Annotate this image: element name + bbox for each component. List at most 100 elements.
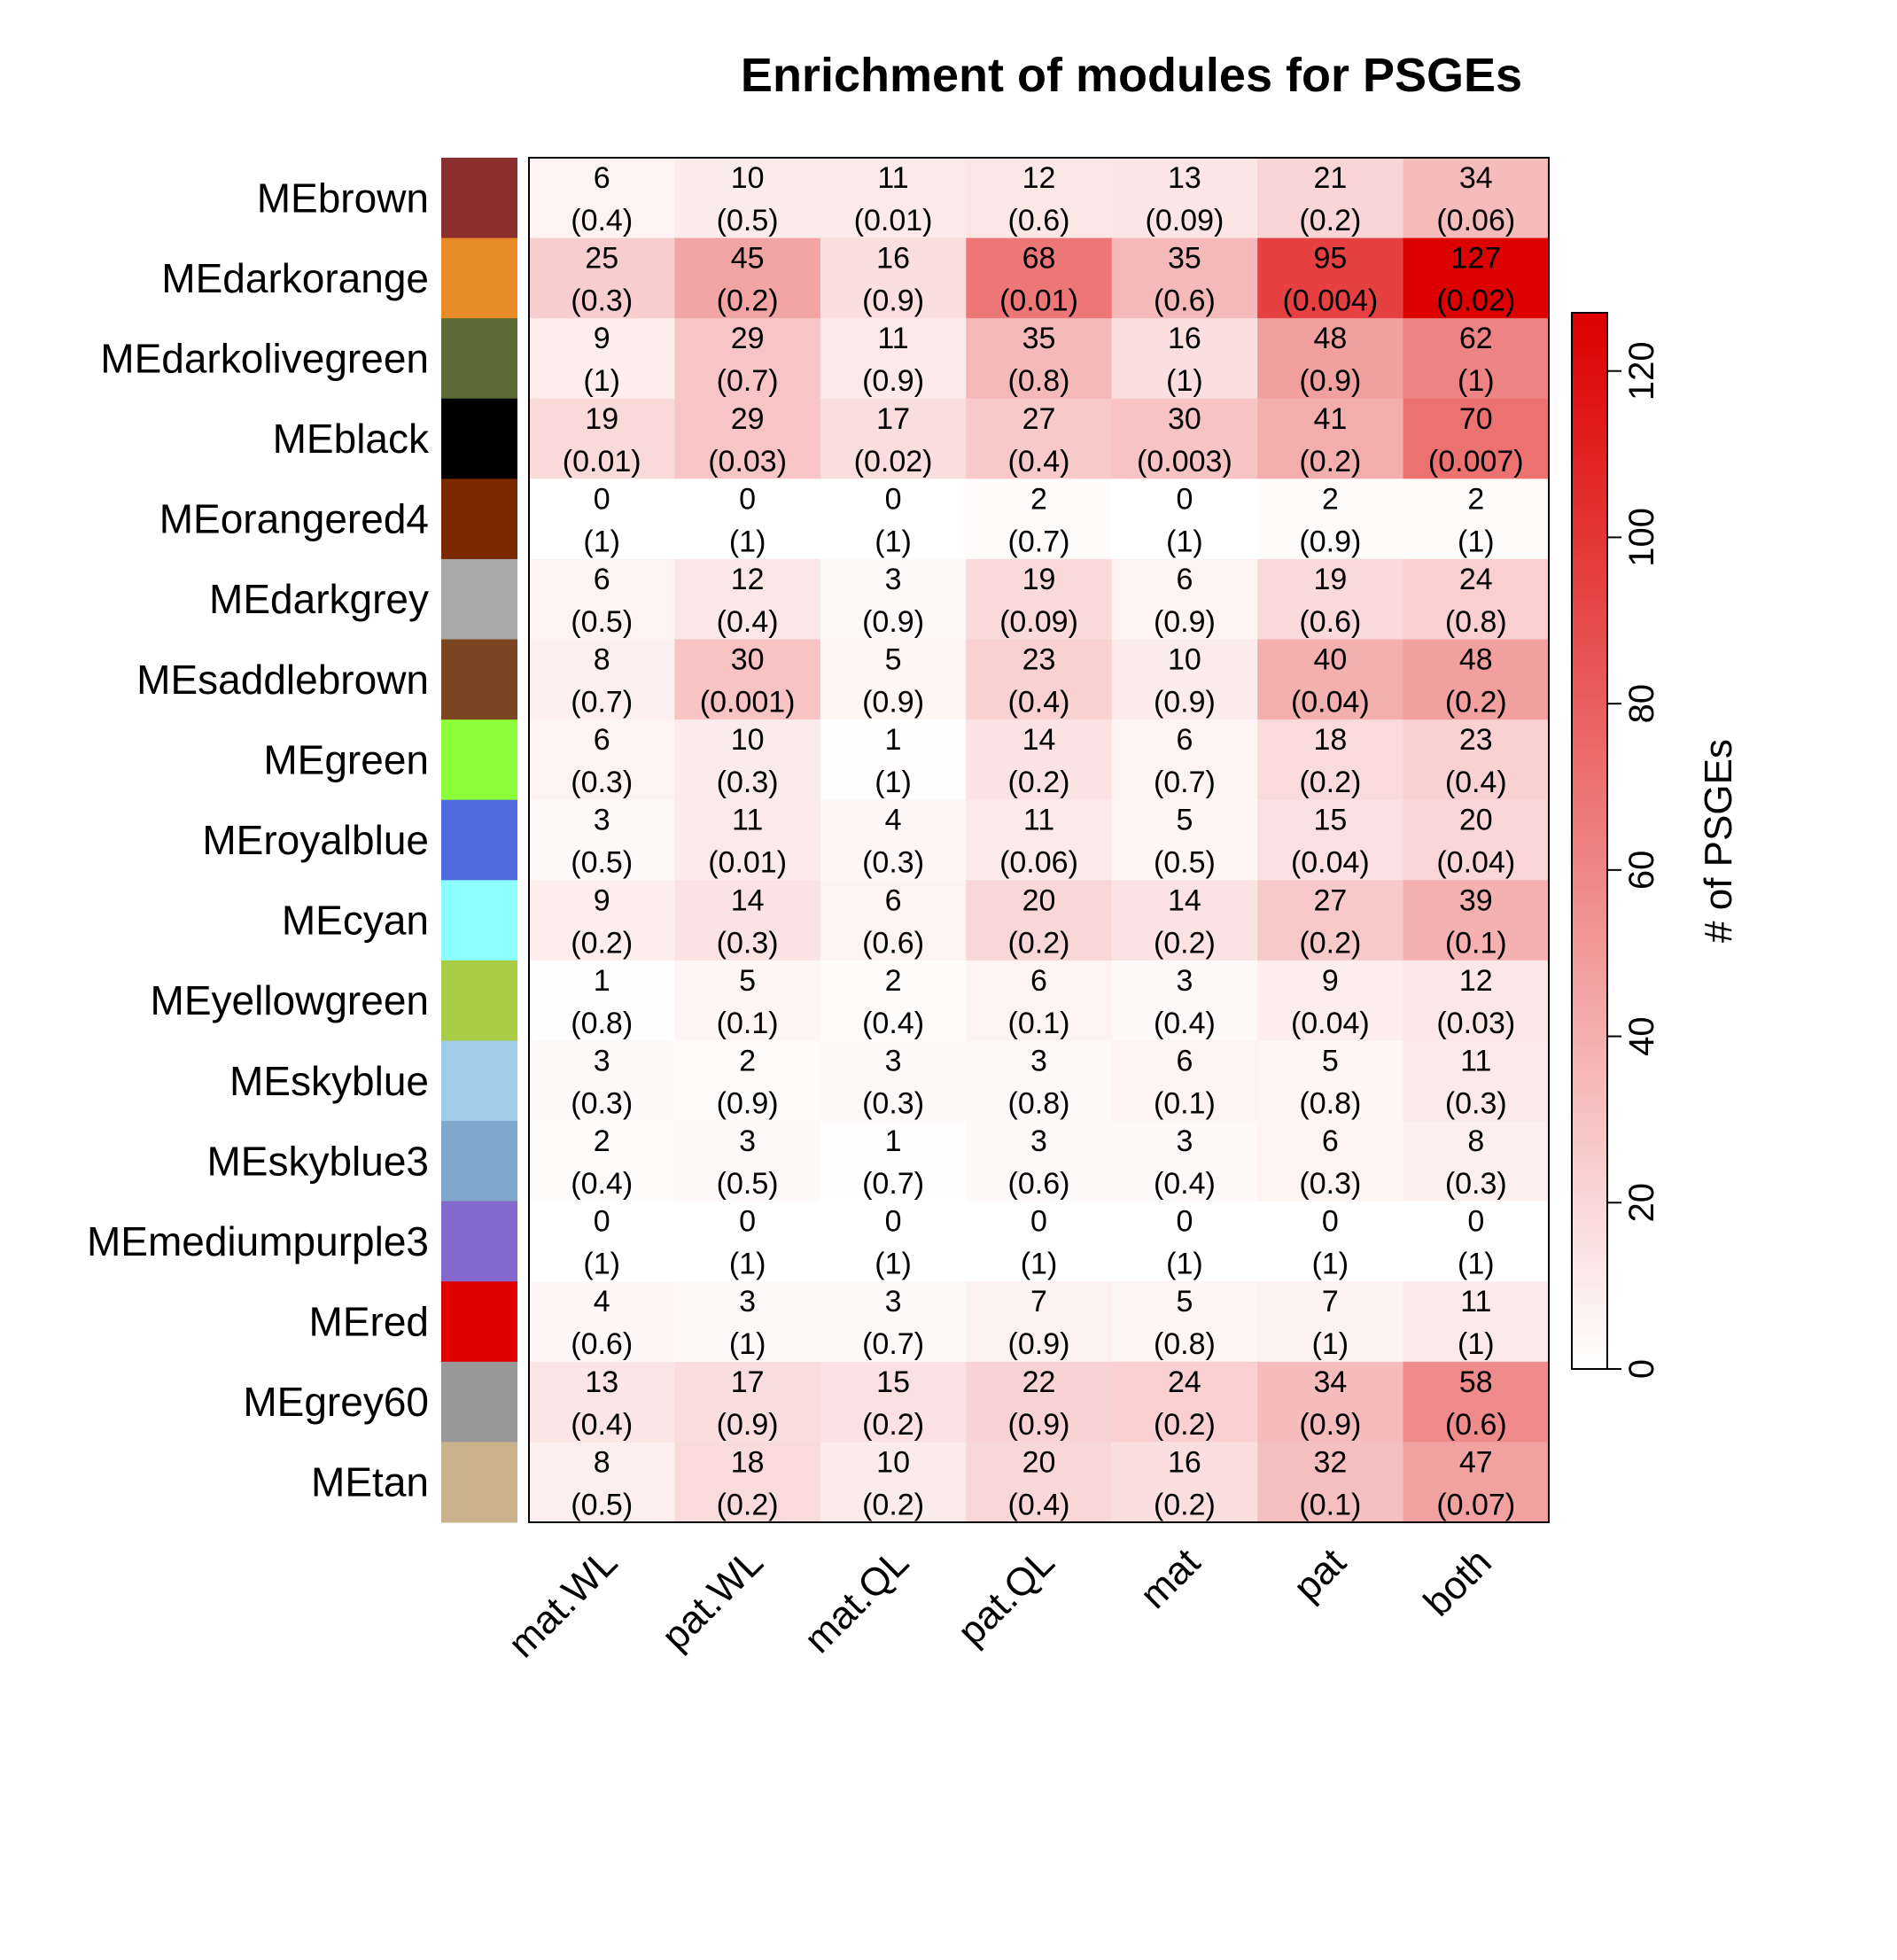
cell-pvalue: (0.5) <box>717 1167 779 1201</box>
heatmap-cell <box>1257 398 1404 479</box>
heatmap-cell <box>1111 318 1258 400</box>
cell-count: 16 <box>1168 322 1201 355</box>
cell-pvalue: (1) <box>1166 364 1203 398</box>
cell-pvalue: (0.4) <box>1445 766 1507 799</box>
cell-pvalue: (0.003) <box>1137 445 1232 478</box>
column-label: mat.WL <box>500 1540 626 1666</box>
cell-pvalue: (0.02) <box>1436 284 1515 318</box>
row-label: MEorangered4 <box>159 496 429 542</box>
heatmap-cell <box>820 398 967 479</box>
heatmap-cell <box>1111 158 1258 239</box>
heatmap-cell <box>820 1281 967 1363</box>
cell-count: 3 <box>885 1044 902 1077</box>
cell-count: 14 <box>1022 723 1056 757</box>
cell-pvalue: (0.9) <box>1299 1408 1361 1442</box>
cell-count: 6 <box>594 161 610 195</box>
cell-pvalue: (1) <box>1021 1248 1058 1281</box>
cell-pvalue: (0.8) <box>1154 1327 1216 1361</box>
colorbar <box>1571 312 1608 1370</box>
heatmap-cell <box>529 1121 675 1202</box>
heatmap-cell <box>966 1361 1113 1443</box>
heatmap-cell <box>1111 478 1258 560</box>
heatmap-cell <box>1111 237 1258 319</box>
cell-pvalue: (1) <box>583 525 620 558</box>
heatmap-cell <box>674 960 821 1041</box>
cell-pvalue: (0.09) <box>1146 204 1224 237</box>
heatmap-cell <box>1257 719 1404 801</box>
cell-count: 3 <box>885 1285 902 1318</box>
cell-count: 47 <box>1459 1445 1493 1479</box>
cell-count: 10 <box>731 161 765 195</box>
cell-count: 6 <box>1176 723 1193 757</box>
heatmap-cell <box>529 478 675 560</box>
cell-pvalue: (0.3) <box>1445 1086 1507 1120</box>
cell-pvalue: (0.01) <box>708 846 787 880</box>
cell-pvalue: (0.06) <box>1436 204 1515 237</box>
cell-pvalue: (0.7) <box>862 1327 924 1361</box>
heatmap-cell <box>1111 880 1258 961</box>
heatmap-cell <box>529 318 675 400</box>
cell-count: 0 <box>739 482 756 516</box>
heatmap-cell <box>1403 158 1550 239</box>
cell-count: 3 <box>594 804 610 837</box>
cell-pvalue: (0.3) <box>571 284 633 318</box>
heatmap-cell <box>1111 398 1258 479</box>
heatmap-cell <box>1403 799 1550 881</box>
cell-pvalue: (0.04) <box>1291 686 1370 719</box>
cell-pvalue: (0.7) <box>717 364 779 398</box>
cell-count: 29 <box>731 402 765 436</box>
heatmap-cell <box>1403 237 1550 319</box>
cell-count: 27 <box>1022 402 1056 436</box>
cell-pvalue: (0.09) <box>999 605 1078 639</box>
cell-count: 12 <box>1022 161 1056 195</box>
heatmap-cell <box>966 799 1113 881</box>
heatmap-cell <box>820 318 967 400</box>
module-swatch-MEorangered4 <box>441 478 517 560</box>
module-swatch-MEskyblue <box>441 1040 517 1122</box>
cell-count: 48 <box>1313 322 1347 355</box>
cell-pvalue: (0.5) <box>1154 846 1216 880</box>
module-swatch-MEroyalblue <box>441 799 517 881</box>
heatmap-frame <box>528 157 1550 1523</box>
cell-count: 15 <box>876 1365 910 1399</box>
cell-pvalue: (0.2) <box>1008 926 1070 960</box>
cell-count: 0 <box>1322 1205 1339 1239</box>
heatmap-cell <box>820 1442 967 1523</box>
heatmap-cell <box>529 880 675 961</box>
heatmap-cell <box>1111 719 1258 801</box>
cell-pvalue: (1) <box>1166 1248 1203 1281</box>
cell-count: 0 <box>739 1205 756 1239</box>
row-label: MEbrown <box>257 175 429 221</box>
heatmap-cell <box>966 639 1113 720</box>
cell-pvalue: (1) <box>875 766 912 799</box>
row-label: MEsaddlebrown <box>136 657 429 703</box>
cell-count: 0 <box>1176 482 1193 516</box>
colorbar-tick-label: 40 <box>1622 1016 1661 1056</box>
heatmap-cell <box>1111 639 1258 720</box>
cell-count: 40 <box>1313 643 1347 677</box>
cell-count: 70 <box>1459 402 1493 436</box>
heatmap-cell <box>820 799 967 881</box>
cell-count: 24 <box>1168 1365 1201 1399</box>
heatmap-cell <box>529 1281 675 1363</box>
cell-pvalue: (1) <box>1312 1248 1349 1281</box>
module-swatch-MEskyblue3 <box>441 1121 517 1202</box>
cell-count: 19 <box>585 402 618 436</box>
cell-count: 10 <box>876 1445 910 1479</box>
cell-pvalue: (0.4) <box>1008 1488 1070 1521</box>
row-label: MEdarkorange <box>161 255 429 301</box>
row-label: MEgrey60 <box>243 1379 429 1425</box>
cell-pvalue: (0.4) <box>571 1408 633 1442</box>
row-label: MEmediumpurple3 <box>87 1218 429 1264</box>
cell-pvalue: (0.4) <box>571 204 633 237</box>
chart-title: Enrichment of modules for PSGEs <box>741 49 1522 102</box>
heatmap-cell <box>1403 639 1550 720</box>
cell-count: 6 <box>1322 1124 1339 1158</box>
heatmap-cell <box>820 558 967 641</box>
heatmap-cell <box>820 1121 967 1202</box>
heatmap-cell <box>674 1361 821 1443</box>
heatmap-cell <box>820 1201 967 1282</box>
cell-pvalue: (0.9) <box>862 686 924 719</box>
cell-pvalue: (0.2) <box>862 1488 924 1521</box>
heatmap-cell <box>820 639 967 720</box>
